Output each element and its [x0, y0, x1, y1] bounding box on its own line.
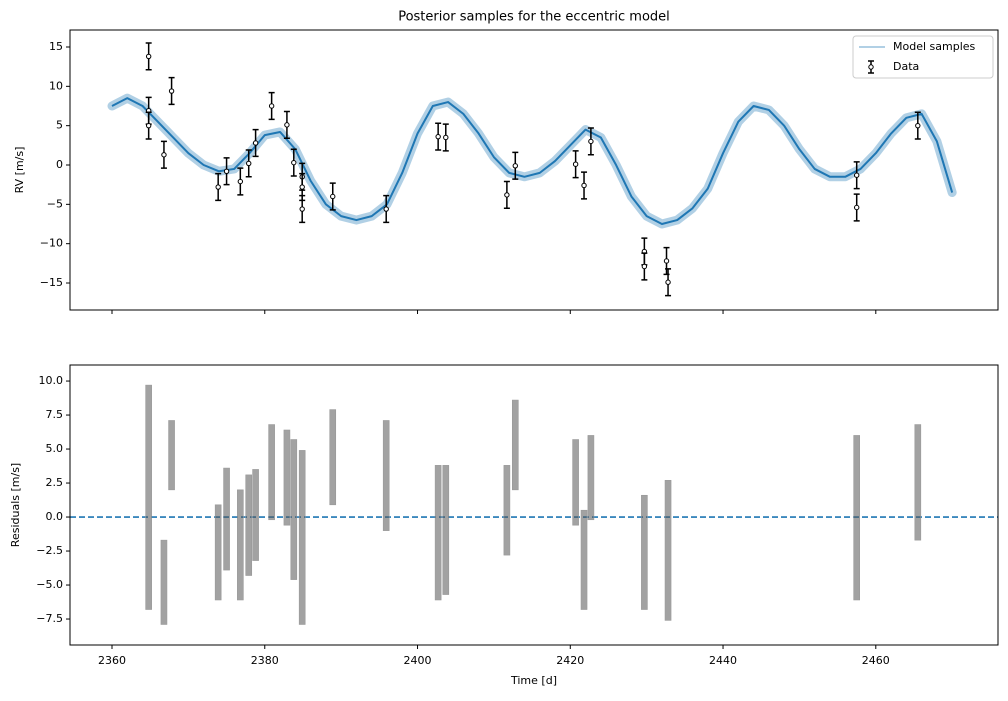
residual-range	[214, 504, 222, 601]
y-tick-label: 7.5	[46, 408, 64, 421]
x-tick-label: 2440	[709, 654, 737, 667]
y-tick-label: −5.0	[36, 578, 63, 591]
data-point	[512, 163, 518, 169]
data-point	[237, 178, 244, 185]
data-point	[252, 140, 259, 146]
model-line	[111, 97, 954, 226]
data-point	[853, 172, 860, 178]
residual-range	[268, 424, 275, 521]
data-point	[168, 88, 175, 94]
x-tick-label: 2380	[251, 654, 279, 667]
data-point	[284, 122, 290, 128]
y-axis-label: RV [m/s]	[13, 147, 26, 194]
data-point	[299, 184, 305, 190]
data-point	[145, 122, 152, 129]
data-point	[443, 134, 449, 141]
data-point	[665, 279, 671, 285]
x-tick-label: 2400	[404, 654, 432, 667]
residual-range	[587, 435, 595, 521]
residual-range	[503, 465, 511, 556]
x-tick-label: 2360	[98, 654, 126, 667]
data-point	[215, 184, 221, 190]
y-axis-label: Residuals [m/s]	[9, 463, 22, 547]
residual-range	[329, 409, 337, 506]
residual-range	[914, 424, 922, 541]
residual-range	[237, 489, 244, 601]
residual-range	[442, 465, 450, 595]
residual-range	[853, 435, 860, 601]
x-axis-label: Time [d]	[510, 674, 557, 687]
data-point	[383, 206, 389, 212]
data-point	[246, 160, 252, 167]
legend-box	[852, 35, 994, 79]
data-point	[588, 138, 594, 145]
x-tick-label: 2420	[556, 654, 584, 667]
residual-range	[252, 469, 259, 561]
residual-range	[580, 509, 588, 610]
data-point	[581, 182, 587, 189]
data-point	[161, 152, 167, 158]
x-tick-label: 2460	[862, 654, 890, 667]
y-tick-label: 5.0	[46, 442, 64, 455]
data-point	[641, 263, 648, 270]
data-point	[435, 133, 441, 140]
data-point	[299, 206, 305, 212]
residual-range	[434, 465, 442, 601]
y-tick-label: 10.0	[39, 374, 64, 387]
plot-area	[70, 384, 998, 625]
y-tick-label: 5	[56, 119, 63, 132]
residual-range	[382, 420, 390, 531]
legend-label: Model samples	[893, 40, 976, 53]
data-point	[330, 193, 336, 200]
data-point	[504, 192, 510, 198]
residual-range	[298, 450, 306, 625]
data-point	[853, 204, 860, 211]
y-tick-label: 2.5	[46, 476, 64, 489]
y-tick-label: −5	[47, 197, 63, 210]
data-point	[145, 53, 152, 60]
data-point	[268, 103, 275, 109]
y-tick-label: −15	[40, 276, 63, 289]
y-tick-label: 10	[49, 79, 63, 92]
data-point	[223, 168, 230, 174]
residual-range	[223, 467, 230, 571]
chart-title: Posterior samples for the eccentric mode…	[398, 10, 670, 25]
residual-range	[290, 439, 298, 580]
y-tick-label: 0	[56, 158, 63, 171]
data-point	[291, 159, 297, 166]
axes-frame	[69, 364, 999, 646]
residual-range	[283, 429, 291, 526]
residual-range	[168, 420, 175, 491]
residual-range	[245, 474, 253, 576]
data-point	[572, 161, 579, 167]
residual-range	[145, 384, 152, 610]
residual-range	[572, 439, 579, 526]
y-tick-label: 0.0	[46, 510, 64, 523]
axes-frame	[69, 29, 999, 311]
residual-range	[511, 399, 519, 491]
legend-label: Data	[893, 60, 919, 73]
y-tick-label: −10	[40, 237, 63, 250]
legend-marker	[868, 64, 874, 70]
residual-range	[664, 480, 672, 621]
data-point	[915, 122, 921, 129]
residual-range	[641, 494, 648, 610]
y-tick-label: 15	[49, 40, 63, 53]
data-point	[663, 258, 670, 264]
plot-area	[107, 42, 957, 297]
y-tick-label: −2.5	[36, 544, 63, 557]
y-tick-label: −7.5	[36, 612, 63, 625]
residual-range	[160, 539, 168, 625]
